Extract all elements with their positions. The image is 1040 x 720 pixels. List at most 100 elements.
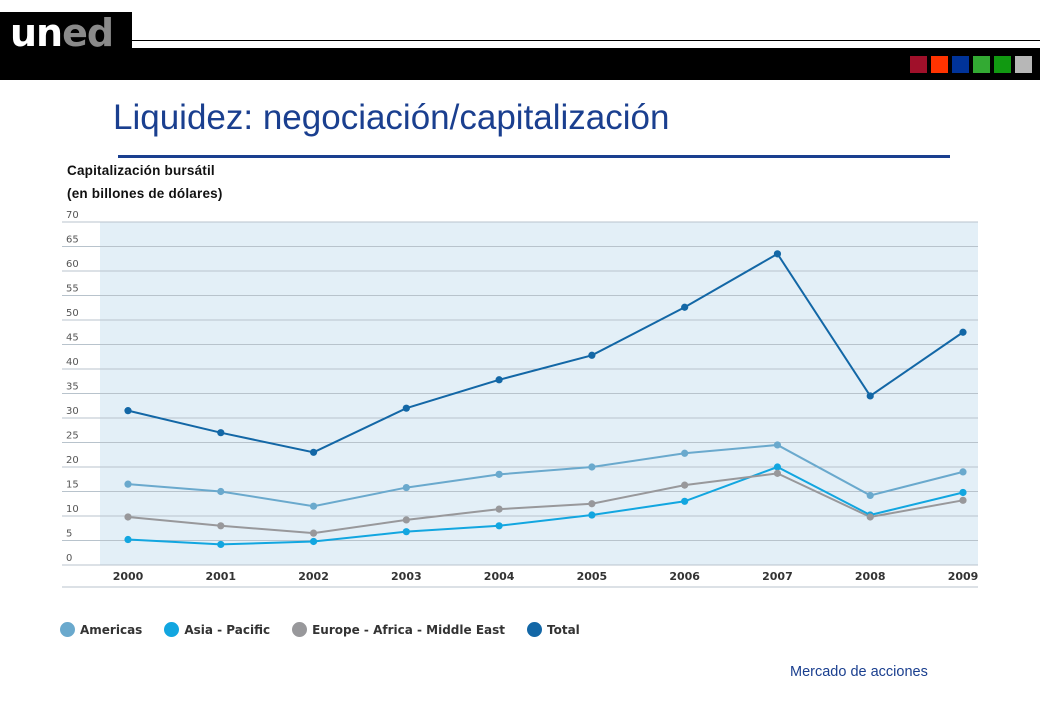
data-point (402, 516, 410, 524)
x-tick-label: 2007 (762, 570, 793, 583)
legend-item: Total (527, 622, 580, 637)
y-tick-label: 10 (66, 504, 79, 515)
header-line (132, 40, 1040, 41)
y-tick-label: 50 (66, 308, 79, 319)
chart-subtitle-line2: (en billones de dólares) (67, 186, 223, 201)
logo-text: uned (10, 11, 114, 55)
legend-marker (164, 622, 180, 637)
data-point (959, 496, 967, 504)
data-point (495, 376, 503, 384)
x-tick-label: 2009 (948, 570, 979, 583)
square-grey (1015, 56, 1032, 73)
data-point (959, 468, 967, 476)
data-point (959, 488, 967, 497)
data-point (495, 522, 503, 530)
square-green (973, 56, 990, 73)
uned-logo: uned (0, 12, 132, 52)
data-point (124, 535, 132, 544)
x-tick-label: 2006 (669, 570, 700, 583)
data-point (773, 469, 782, 477)
logo-part-un: un (10, 11, 63, 55)
data-point (124, 480, 132, 488)
data-point (866, 392, 874, 400)
y-tick-label: 70 (66, 210, 79, 221)
data-point (309, 537, 318, 546)
chart-legend: Americas Asia - Pacific Europe - Africa - … (60, 622, 602, 637)
x-tick-label: 2002 (298, 570, 329, 583)
data-point (588, 511, 596, 519)
legend-item: Europe - Africa - Middle East (292, 622, 505, 637)
square-crimson (910, 56, 927, 73)
data-point (681, 449, 689, 457)
legend-label: Americas (80, 622, 143, 637)
data-point (959, 328, 967, 336)
x-tick-label: 2005 (577, 570, 608, 583)
y-tick-label: 30 (66, 406, 79, 417)
y-tick-label: 20 (66, 455, 79, 466)
y-tick-label: 25 (66, 431, 79, 442)
series-line (127, 472, 964, 535)
x-tick-label: 2008 (855, 570, 886, 583)
data-point (866, 513, 874, 521)
color-squares (910, 56, 1032, 73)
y-tick-label: 65 (66, 235, 79, 246)
x-tick-label: 2003 (391, 570, 422, 583)
slide-title: Liquidez: negociación/capitalización (113, 98, 670, 137)
data-point (588, 500, 596, 508)
x-tick-label: 2000 (113, 570, 144, 583)
header-bar (0, 48, 1040, 80)
y-tick-label: 15 (66, 480, 79, 491)
data-point (402, 404, 410, 412)
chart-subtitle-line1: Capitalización bursátil (67, 163, 215, 178)
y-tick-label: 45 (66, 333, 79, 344)
data-point (588, 463, 596, 471)
data-point (217, 522, 225, 530)
title-underline (118, 155, 950, 158)
series-line (127, 465, 964, 546)
data-point (217, 487, 225, 496)
square-dark-green (994, 56, 1011, 73)
slide-footer: Mercado de acciones (790, 664, 928, 680)
y-tick-label: 40 (66, 357, 79, 368)
data-point (773, 441, 782, 449)
data-point (309, 448, 318, 456)
data-point (495, 505, 503, 513)
legend-label: Europe - Africa - Middle East (312, 622, 505, 637)
data-point (402, 528, 410, 536)
data-point (773, 250, 782, 258)
y-tick-label: 55 (66, 284, 79, 295)
legend-marker (292, 622, 308, 637)
y-tick-label: 0 (66, 553, 72, 564)
data-point (309, 502, 318, 510)
legend-label: Asia - Pacific (184, 622, 271, 637)
data-point (495, 470, 503, 478)
data-point (681, 303, 689, 311)
data-point (773, 463, 782, 471)
series-line (127, 443, 964, 508)
x-tick-label: 2004 (484, 570, 515, 583)
legend-item: Asia - Pacific (164, 622, 270, 637)
data-point (681, 481, 689, 489)
y-tick-label: 5 (66, 529, 72, 540)
data-point (124, 407, 132, 415)
y-tick-label: 60 (66, 259, 79, 270)
legend-item: Americas (60, 622, 142, 637)
legend-marker (60, 622, 75, 637)
square-blue (952, 56, 969, 73)
data-point (217, 540, 225, 549)
data-point (124, 513, 132, 521)
y-tick-label: 35 (66, 382, 79, 393)
data-point (402, 483, 410, 492)
legend-label: Total (547, 622, 580, 637)
square-red (931, 56, 948, 73)
data-point (309, 529, 318, 537)
logo-part-ed: ed (62, 11, 114, 55)
x-tick-label: 2001 (205, 570, 236, 583)
legend-marker (527, 622, 542, 637)
data-point (681, 497, 689, 505)
data-point (588, 351, 596, 359)
data-point (866, 491, 874, 500)
series-line (127, 252, 964, 454)
data-point (217, 429, 225, 437)
